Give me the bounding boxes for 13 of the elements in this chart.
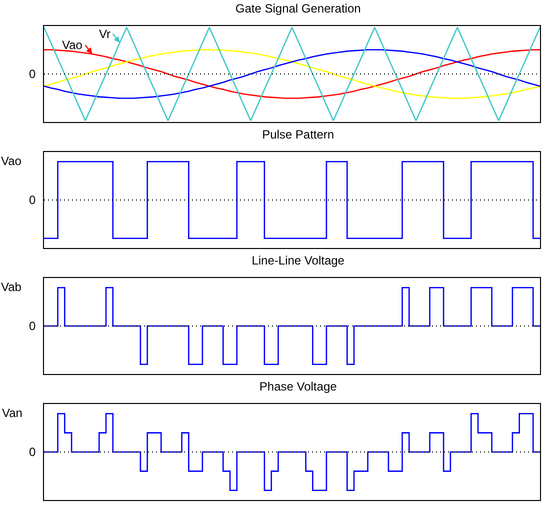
y-axis-title: Vao: [1, 154, 22, 168]
y-axis-title: Vab: [1, 280, 22, 294]
y-axis-title: Van: [2, 406, 22, 420]
chart-title: Phase Voltage: [259, 379, 338, 394]
legend-label: Vr: [99, 27, 111, 41]
ref-line-label: 0: [29, 67, 36, 81]
chart-title: Gate Signal Generation: [235, 1, 361, 16]
ref-line-label: 0: [29, 193, 36, 207]
legend-label: Vao: [62, 38, 83, 52]
ref-line-label: 0: [29, 319, 36, 333]
chart-title: Line-Line Voltage: [252, 253, 345, 268]
ref-line-label: 0: [29, 445, 36, 459]
chart-title: Pulse Pattern: [262, 127, 334, 142]
